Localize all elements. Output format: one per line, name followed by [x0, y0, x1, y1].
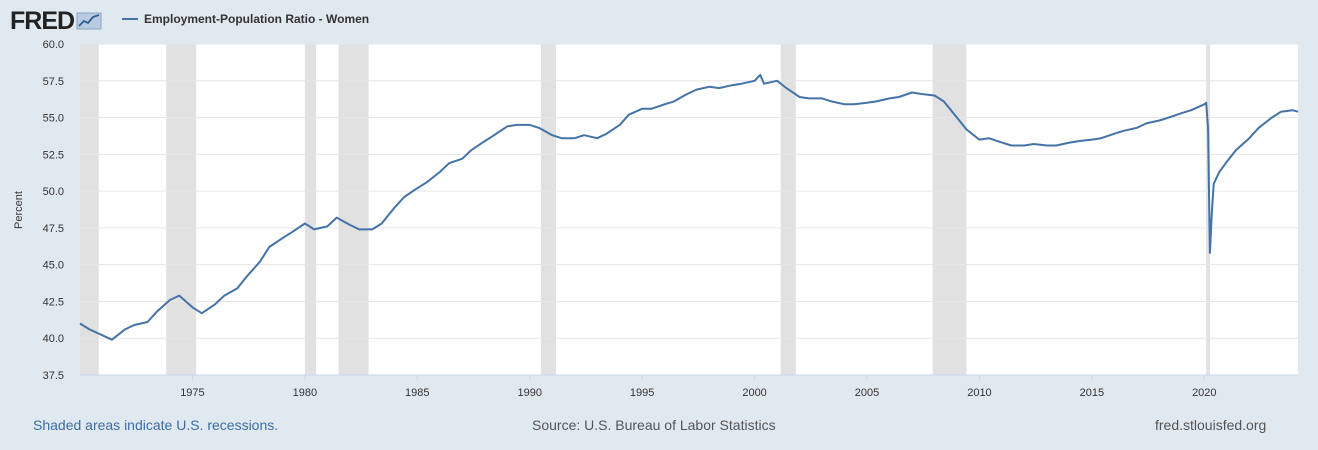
x-tick-label: 2000	[742, 387, 766, 399]
grid-lines	[80, 43, 1298, 376]
logo-text: FRED	[10, 7, 75, 35]
chart-legend[interactable]: Employment-Population Ratio - Women	[122, 12, 369, 26]
y-axis-tick-labels: 37.5 40.0 42.5 45.0 47.5 50.0 52.5 55.0 57.5 60.0	[43, 39, 64, 382]
source-text: Source: U.S. Bureau of Labor Statistics	[532, 417, 776, 433]
x-tick-label: 2010	[967, 387, 991, 399]
recession-band	[540, 44, 556, 375]
recession-note: Shaded areas indicate U.S. recessions.	[33, 417, 279, 433]
legend-swatch	[122, 18, 138, 20]
x-axis-tick-labels: 1975 1980 1985 1990 1995 2000 2005 2010 2015 2020	[180, 387, 1216, 399]
y-tick-label: 47.5	[43, 223, 64, 235]
source-url-link[interactable]: fred.stlouisfed.org	[1155, 417, 1267, 433]
y-tick-label: 42.5	[43, 296, 64, 308]
x-tick-label: 1980	[293, 387, 317, 399]
x-tick-label: 1975	[180, 387, 204, 399]
x-tick-label: 2005	[855, 387, 879, 399]
y-tick-label: 40.0	[43, 333, 64, 345]
recession-bands	[80, 44, 1210, 375]
x-axis-ticks	[191, 375, 1205, 380]
recession-band	[166, 44, 197, 375]
recession-band	[338, 44, 369, 375]
y-axis-title: Percent	[13, 191, 25, 229]
legend-series-label: Employment-Population Ratio - Women	[144, 12, 370, 26]
x-tick-label: 1995	[630, 387, 654, 399]
y-tick-label: 52.5	[43, 149, 64, 161]
fred-logo[interactable]: FRED	[10, 8, 102, 34]
y-tick-label: 50.0	[43, 186, 64, 198]
recession-band	[780, 44, 796, 375]
x-tick-label: 2015	[1080, 387, 1104, 399]
y-tick-label: 55.0	[43, 113, 64, 125]
chart-line-icon	[76, 12, 102, 30]
y-tick-label: 37.5	[43, 370, 64, 382]
recession-band	[932, 44, 967, 375]
chart-header: FRED Employment-Population Ratio - Women	[0, 0, 1318, 40]
recession-band	[80, 44, 99, 375]
x-tick-label: 1985	[405, 387, 429, 399]
y-tick-label: 60.0	[43, 39, 64, 51]
recession-band	[304, 44, 317, 375]
recession-band	[1206, 44, 1210, 375]
series-line[interactable]	[79, 73, 1299, 341]
x-tick-label: 1990	[517, 387, 541, 399]
x-tick-label: 2020	[1192, 387, 1216, 399]
y-tick-label: 45.0	[43, 260, 64, 272]
plot-area	[80, 44, 1298, 375]
y-tick-label: 57.5	[43, 76, 64, 88]
